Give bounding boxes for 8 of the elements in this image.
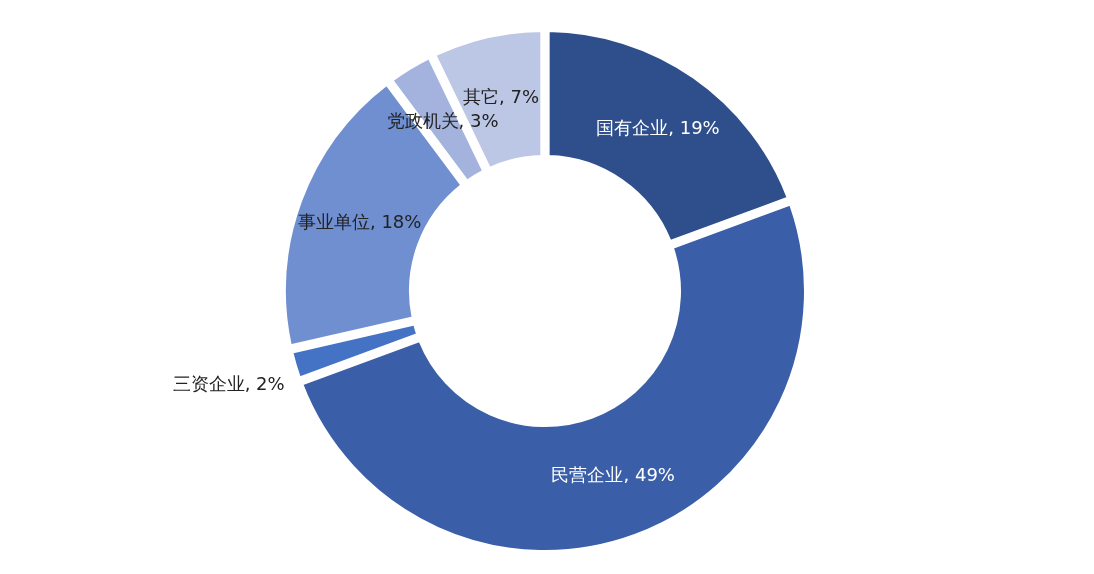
donut-slice xyxy=(291,323,419,379)
slice-label: 国有企业, 19% xyxy=(596,117,720,139)
donut-slice xyxy=(284,83,463,347)
donut-slice xyxy=(547,30,789,242)
slice-label: 三资企业, 2% xyxy=(172,372,285,394)
slice-label: 民营企业, 49% xyxy=(551,464,675,486)
slice-label: 其它, 7% xyxy=(463,86,540,108)
slice-label: 事业单位, 18% xyxy=(297,210,422,232)
